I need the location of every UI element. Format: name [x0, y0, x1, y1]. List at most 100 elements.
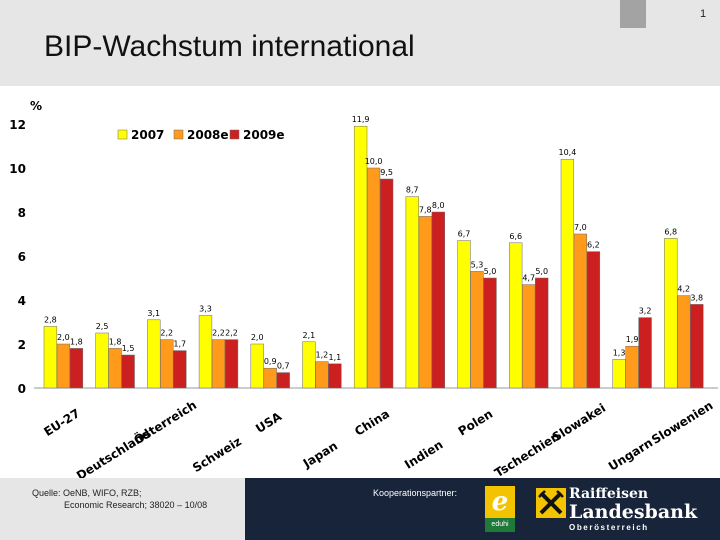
bar-value-label: 3,3 [199, 304, 212, 313]
bar-2009e [379, 178, 394, 389]
bar-value-label: 10,0 [365, 157, 383, 166]
bar-value-label: 11,9 [352, 115, 370, 124]
source-line-2: Economic Research; 38020 – 10/08 [64, 500, 208, 510]
bar-2008e [315, 361, 329, 389]
rlb-name-line-2: Landesbank [569, 501, 698, 523]
legend-label-2007: 2007 [131, 128, 164, 142]
bar-value-label: 4,2 [677, 285, 690, 294]
legend-swatch-2008e [173, 129, 184, 140]
bar-2009e [173, 350, 187, 389]
legend-label-2009e: 2009e [243, 128, 285, 142]
bar-2009e [69, 348, 84, 389]
bar-value-label: 2,0 [251, 333, 264, 342]
bar-2009e [431, 211, 445, 389]
bar-value-label: 1,1 [329, 353, 342, 362]
bar-2008e [625, 345, 639, 389]
bar-2007 [95, 332, 109, 389]
bar-2007 [198, 315, 213, 389]
bar-2008e [108, 348, 122, 389]
bar-2009e [586, 251, 601, 389]
bar-value-label: 2,8 [44, 315, 57, 324]
legend-swatch-2009e [229, 129, 240, 140]
bar-value-label: 1,5 [122, 344, 135, 353]
bar-2008e [366, 167, 381, 389]
bar-value-label: 2,5 [96, 322, 109, 331]
x-category-label: Österreich [131, 397, 199, 447]
bar-2009e [224, 339, 239, 389]
bar-value-label: 5,0 [484, 267, 497, 276]
bar-value-label: 5,0 [535, 267, 548, 276]
bar-2008e [263, 367, 277, 389]
footer-source-panel: Quelle: OeNB, WIFO, RZB; Economic Resear… [0, 478, 245, 540]
bar-value-label: 1,7 [173, 340, 186, 349]
x-category-label: Slowenien [649, 398, 715, 447]
bar-2007 [664, 238, 678, 389]
x-category-label: EU-27 [41, 406, 82, 439]
x-category-label: Polen [456, 407, 496, 439]
bar-value-label: 3,1 [147, 309, 160, 318]
bar-value-label: 2,2 [160, 329, 173, 338]
x-category-label: Schweiz [190, 434, 244, 475]
legend-label-2008e: 2008e [187, 128, 229, 142]
bar-value-label: 1,8 [109, 337, 122, 346]
bar-value-label: 9,5 [380, 168, 393, 177]
corner-square [620, 0, 646, 28]
footer-partner-panel: Kooperationspartner: e eduhi Raiffeisen … [245, 478, 720, 540]
x-category-label: Slowakei [550, 401, 608, 445]
bar-2009e [483, 277, 497, 389]
y-tick-label: 12 [9, 118, 26, 132]
bar-2008e [211, 339, 226, 389]
y-tick-label: 8 [18, 206, 26, 220]
bar-2007 [147, 319, 161, 389]
bar-value-label: 8,0 [432, 201, 445, 210]
bar-value-label: 8,7 [406, 186, 419, 195]
x-category-label: Indien [402, 437, 445, 471]
bar-2008e [573, 233, 588, 389]
bar-2009e [690, 304, 704, 389]
bar-value-label: 2,2 [225, 329, 238, 338]
raiffeisen-cross-icon [536, 488, 566, 518]
bar-value-label: 3,8 [690, 293, 703, 302]
rlb-name-line-1: Raiffeisen [569, 486, 649, 502]
y-tick-label: 2 [18, 338, 26, 352]
bar-2008e [418, 216, 432, 389]
bar-2008e [160, 339, 174, 389]
bar-value-label: 1,9 [626, 335, 639, 344]
bar-2009e [328, 363, 342, 389]
footer: Quelle: OeNB, WIFO, RZB; Economic Resear… [0, 478, 720, 540]
bar-2008e [522, 284, 536, 389]
bar-2008e [677, 295, 691, 389]
bar-value-label: 1,3 [613, 348, 626, 357]
bar-value-label: 10,4 [558, 148, 576, 157]
bar-2007 [302, 341, 316, 389]
header-band: BIP-Wachstum international [0, 0, 720, 86]
x-category-label: Japan [300, 439, 340, 471]
bar-value-label: 5,3 [471, 260, 484, 269]
bar-2007 [43, 326, 58, 389]
bar-value-label: 6,8 [664, 227, 677, 236]
rlb-name-line-3: Oberösterreich [569, 523, 649, 532]
bar-value-label: 6,6 [509, 232, 522, 241]
source-line-1: Quelle: OeNB, WIFO, RZB; [32, 488, 142, 498]
bar-value-label: 4,7 [522, 274, 535, 283]
bar-2007 [509, 242, 523, 389]
gdp-chart: % 0 2 4 6 8 10 12 2,8 2,0 1,8 EU-27 2,5 1,8 1,5 Deutsch… [0, 86, 720, 483]
bar-value-label: 2,0 [57, 333, 70, 342]
eduhi-logo-name: eduhi [485, 518, 515, 532]
eduhi-logo: e eduhi [485, 486, 515, 532]
bar-2009e [535, 277, 549, 389]
bar-2009e [121, 354, 135, 389]
partner-label: Kooperationspartner: [373, 488, 458, 498]
bar-value-label: 0,9 [264, 357, 277, 366]
slide-title: BIP-Wachstum international [44, 30, 415, 63]
bar-value-label: 1,8 [70, 337, 83, 346]
bar-2007 [405, 196, 419, 389]
x-category-label: USA [253, 409, 284, 436]
bar-value-label: 6,7 [458, 230, 471, 239]
y-tick-label: 10 [9, 162, 26, 176]
eduhi-logo-letter: e [485, 486, 515, 518]
bar-value-label: 7,8 [419, 205, 432, 214]
bar-2008e [470, 271, 484, 389]
bar-2009e [638, 317, 652, 389]
